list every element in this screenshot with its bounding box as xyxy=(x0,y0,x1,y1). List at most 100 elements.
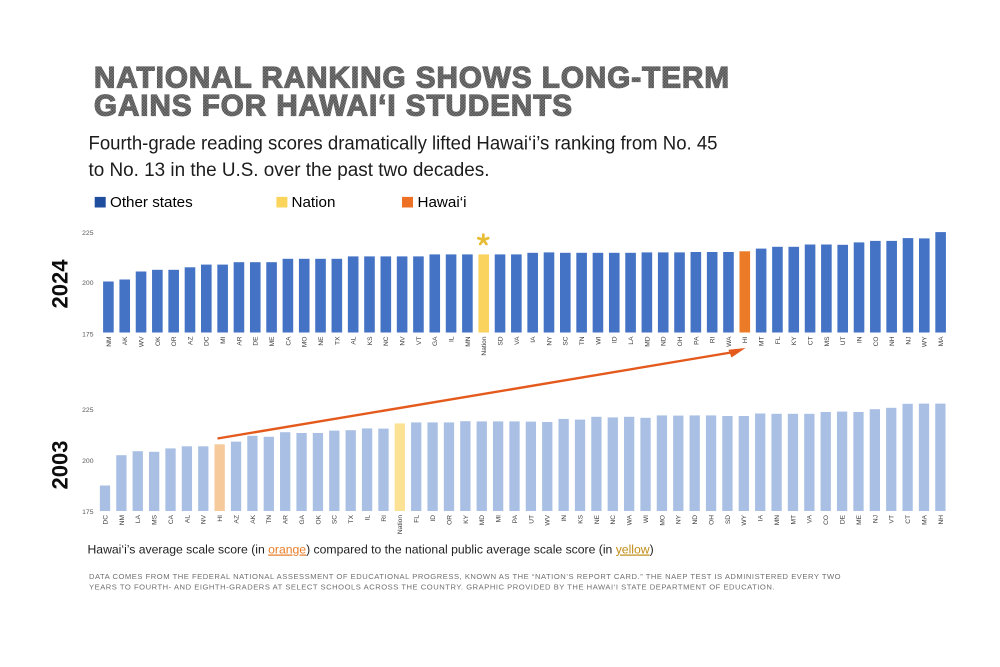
svg-text:MO: MO xyxy=(302,337,309,348)
svg-text:MS: MS xyxy=(152,514,159,524)
svg-text:SD: SD xyxy=(725,515,732,524)
svg-text:200: 200 xyxy=(82,280,94,287)
svg-text:MN: MN xyxy=(465,336,472,346)
svg-text:CT: CT xyxy=(905,515,912,524)
svg-text:CA: CA xyxy=(285,336,292,346)
svg-text:MO: MO xyxy=(659,515,666,526)
svg-text:VT: VT xyxy=(889,515,896,523)
svg-text:IL: IL xyxy=(448,336,455,342)
svg-text:MN: MN xyxy=(774,515,781,525)
svg-text:GA: GA xyxy=(432,336,439,346)
svg-text:KY: KY xyxy=(463,514,470,523)
svg-text:GA: GA xyxy=(299,514,306,524)
svg-text:OK: OK xyxy=(155,336,162,346)
svg-text:IN: IN xyxy=(561,515,568,522)
svg-text:2003: 2003 xyxy=(47,441,72,490)
svg-text:OH: OH xyxy=(708,515,715,525)
svg-text:NY: NY xyxy=(546,336,553,346)
svg-text:2024: 2024 xyxy=(47,259,72,309)
svg-text:WY: WY xyxy=(922,336,929,347)
svg-text:Hawai‘i: Hawai‘i xyxy=(418,194,467,211)
svg-text:ID: ID xyxy=(430,515,437,522)
svg-text:Hawai‘i’s average scale score: Hawai‘i’s average scale score (in orange… xyxy=(88,543,654,557)
svg-text:Nation: Nation xyxy=(292,194,336,211)
svg-text:LA: LA xyxy=(628,336,635,345)
svg-text:WA: WA xyxy=(726,336,733,347)
svg-text:Nation: Nation xyxy=(481,336,488,355)
svg-text:Nation: Nation xyxy=(397,515,404,534)
svg-text:WA: WA xyxy=(627,514,634,525)
svg-text:NJ: NJ xyxy=(872,515,879,523)
svg-text:MA: MA xyxy=(921,514,928,524)
svg-text:SC: SC xyxy=(332,515,339,524)
svg-text:HI: HI xyxy=(742,336,749,343)
svg-text:HI: HI xyxy=(217,515,224,522)
svg-text:TN: TN xyxy=(579,336,586,345)
svg-text:DE: DE xyxy=(253,336,260,346)
svg-text:175: 175 xyxy=(82,509,94,516)
svg-text:UT: UT xyxy=(528,515,535,524)
svg-text:NH: NH xyxy=(889,336,896,346)
svg-text:ND: ND xyxy=(661,336,668,346)
svg-text:AK: AK xyxy=(250,514,257,523)
svg-text:NE: NE xyxy=(594,514,601,524)
svg-text:NY: NY xyxy=(676,514,683,524)
svg-text:NATIONAL RANKING SHOWS LONG-TE: NATIONAL RANKING SHOWS LONG-TERM xyxy=(94,61,730,94)
svg-text:RI: RI xyxy=(710,336,717,343)
svg-text:OK: OK xyxy=(315,514,322,524)
svg-text:ID: ID xyxy=(612,336,619,343)
svg-text:WV: WV xyxy=(138,336,145,347)
svg-text:FL: FL xyxy=(775,336,782,344)
svg-text:NC: NC xyxy=(383,336,390,346)
svg-text:AZ: AZ xyxy=(233,515,240,523)
svg-text:TX: TX xyxy=(348,514,355,523)
svg-text:Fourth-grade reading scores dr: Fourth-grade reading scores dramatically… xyxy=(89,134,718,155)
svg-text:NJ: NJ xyxy=(905,337,912,345)
svg-text:TN: TN xyxy=(266,515,273,524)
svg-text:LA: LA xyxy=(135,514,142,523)
svg-text:ME: ME xyxy=(269,336,276,346)
svg-text:NV: NV xyxy=(400,336,407,346)
svg-text:MA: MA xyxy=(938,336,945,346)
svg-text:AZ: AZ xyxy=(187,337,194,345)
svg-text:WI: WI xyxy=(643,515,650,523)
svg-text:MI: MI xyxy=(220,336,227,343)
svg-text:WI: WI xyxy=(595,336,602,344)
svg-text:KY: KY xyxy=(791,336,798,345)
svg-text:RI: RI xyxy=(381,515,388,522)
svg-text:DE: DE xyxy=(840,514,847,524)
svg-text:SD: SD xyxy=(497,336,504,345)
svg-text:MI: MI xyxy=(496,515,503,522)
svg-text:CO: CO xyxy=(873,337,880,347)
svg-text:FL: FL xyxy=(414,515,421,523)
svg-text:VA: VA xyxy=(514,336,521,345)
svg-text:AR: AR xyxy=(236,336,243,345)
svg-text:MD: MD xyxy=(479,515,486,525)
svg-text:OR: OR xyxy=(446,515,453,525)
svg-text:IA: IA xyxy=(758,514,765,521)
svg-text:OH: OH xyxy=(677,336,684,346)
svg-text:225: 225 xyxy=(82,230,94,237)
svg-text:UT: UT xyxy=(840,337,847,346)
svg-text:CO: CO xyxy=(823,515,830,525)
svg-text:PA: PA xyxy=(512,514,519,523)
svg-text:VT: VT xyxy=(416,337,423,345)
svg-text:NV: NV xyxy=(201,514,208,524)
svg-text:YEARS TO FOURTH- AND EIGHTH-GR: YEARS TO FOURTH- AND EIGHTH-GRADERS AT S… xyxy=(89,583,775,592)
svg-text:NE: NE xyxy=(318,336,325,346)
svg-text:KS: KS xyxy=(577,514,584,523)
svg-text:VA: VA xyxy=(807,514,814,523)
svg-text:WV: WV xyxy=(545,514,552,525)
svg-text:Other states: Other states xyxy=(110,194,193,211)
svg-text:175: 175 xyxy=(82,332,94,339)
svg-text:KS: KS xyxy=(367,336,374,345)
svg-text:OR: OR xyxy=(171,336,178,346)
svg-text:MD: MD xyxy=(644,336,651,346)
svg-text:200: 200 xyxy=(82,458,94,465)
svg-text:PA: PA xyxy=(693,336,700,345)
svg-text:NM: NM xyxy=(106,337,113,347)
svg-text:IL: IL xyxy=(364,515,371,521)
svg-text:GAINS FOR HAWAI‘I STUDENTS: GAINS FOR HAWAI‘I STUDENTS xyxy=(94,90,573,123)
svg-text:WY: WY xyxy=(741,514,748,525)
svg-text:IN: IN xyxy=(856,336,863,343)
